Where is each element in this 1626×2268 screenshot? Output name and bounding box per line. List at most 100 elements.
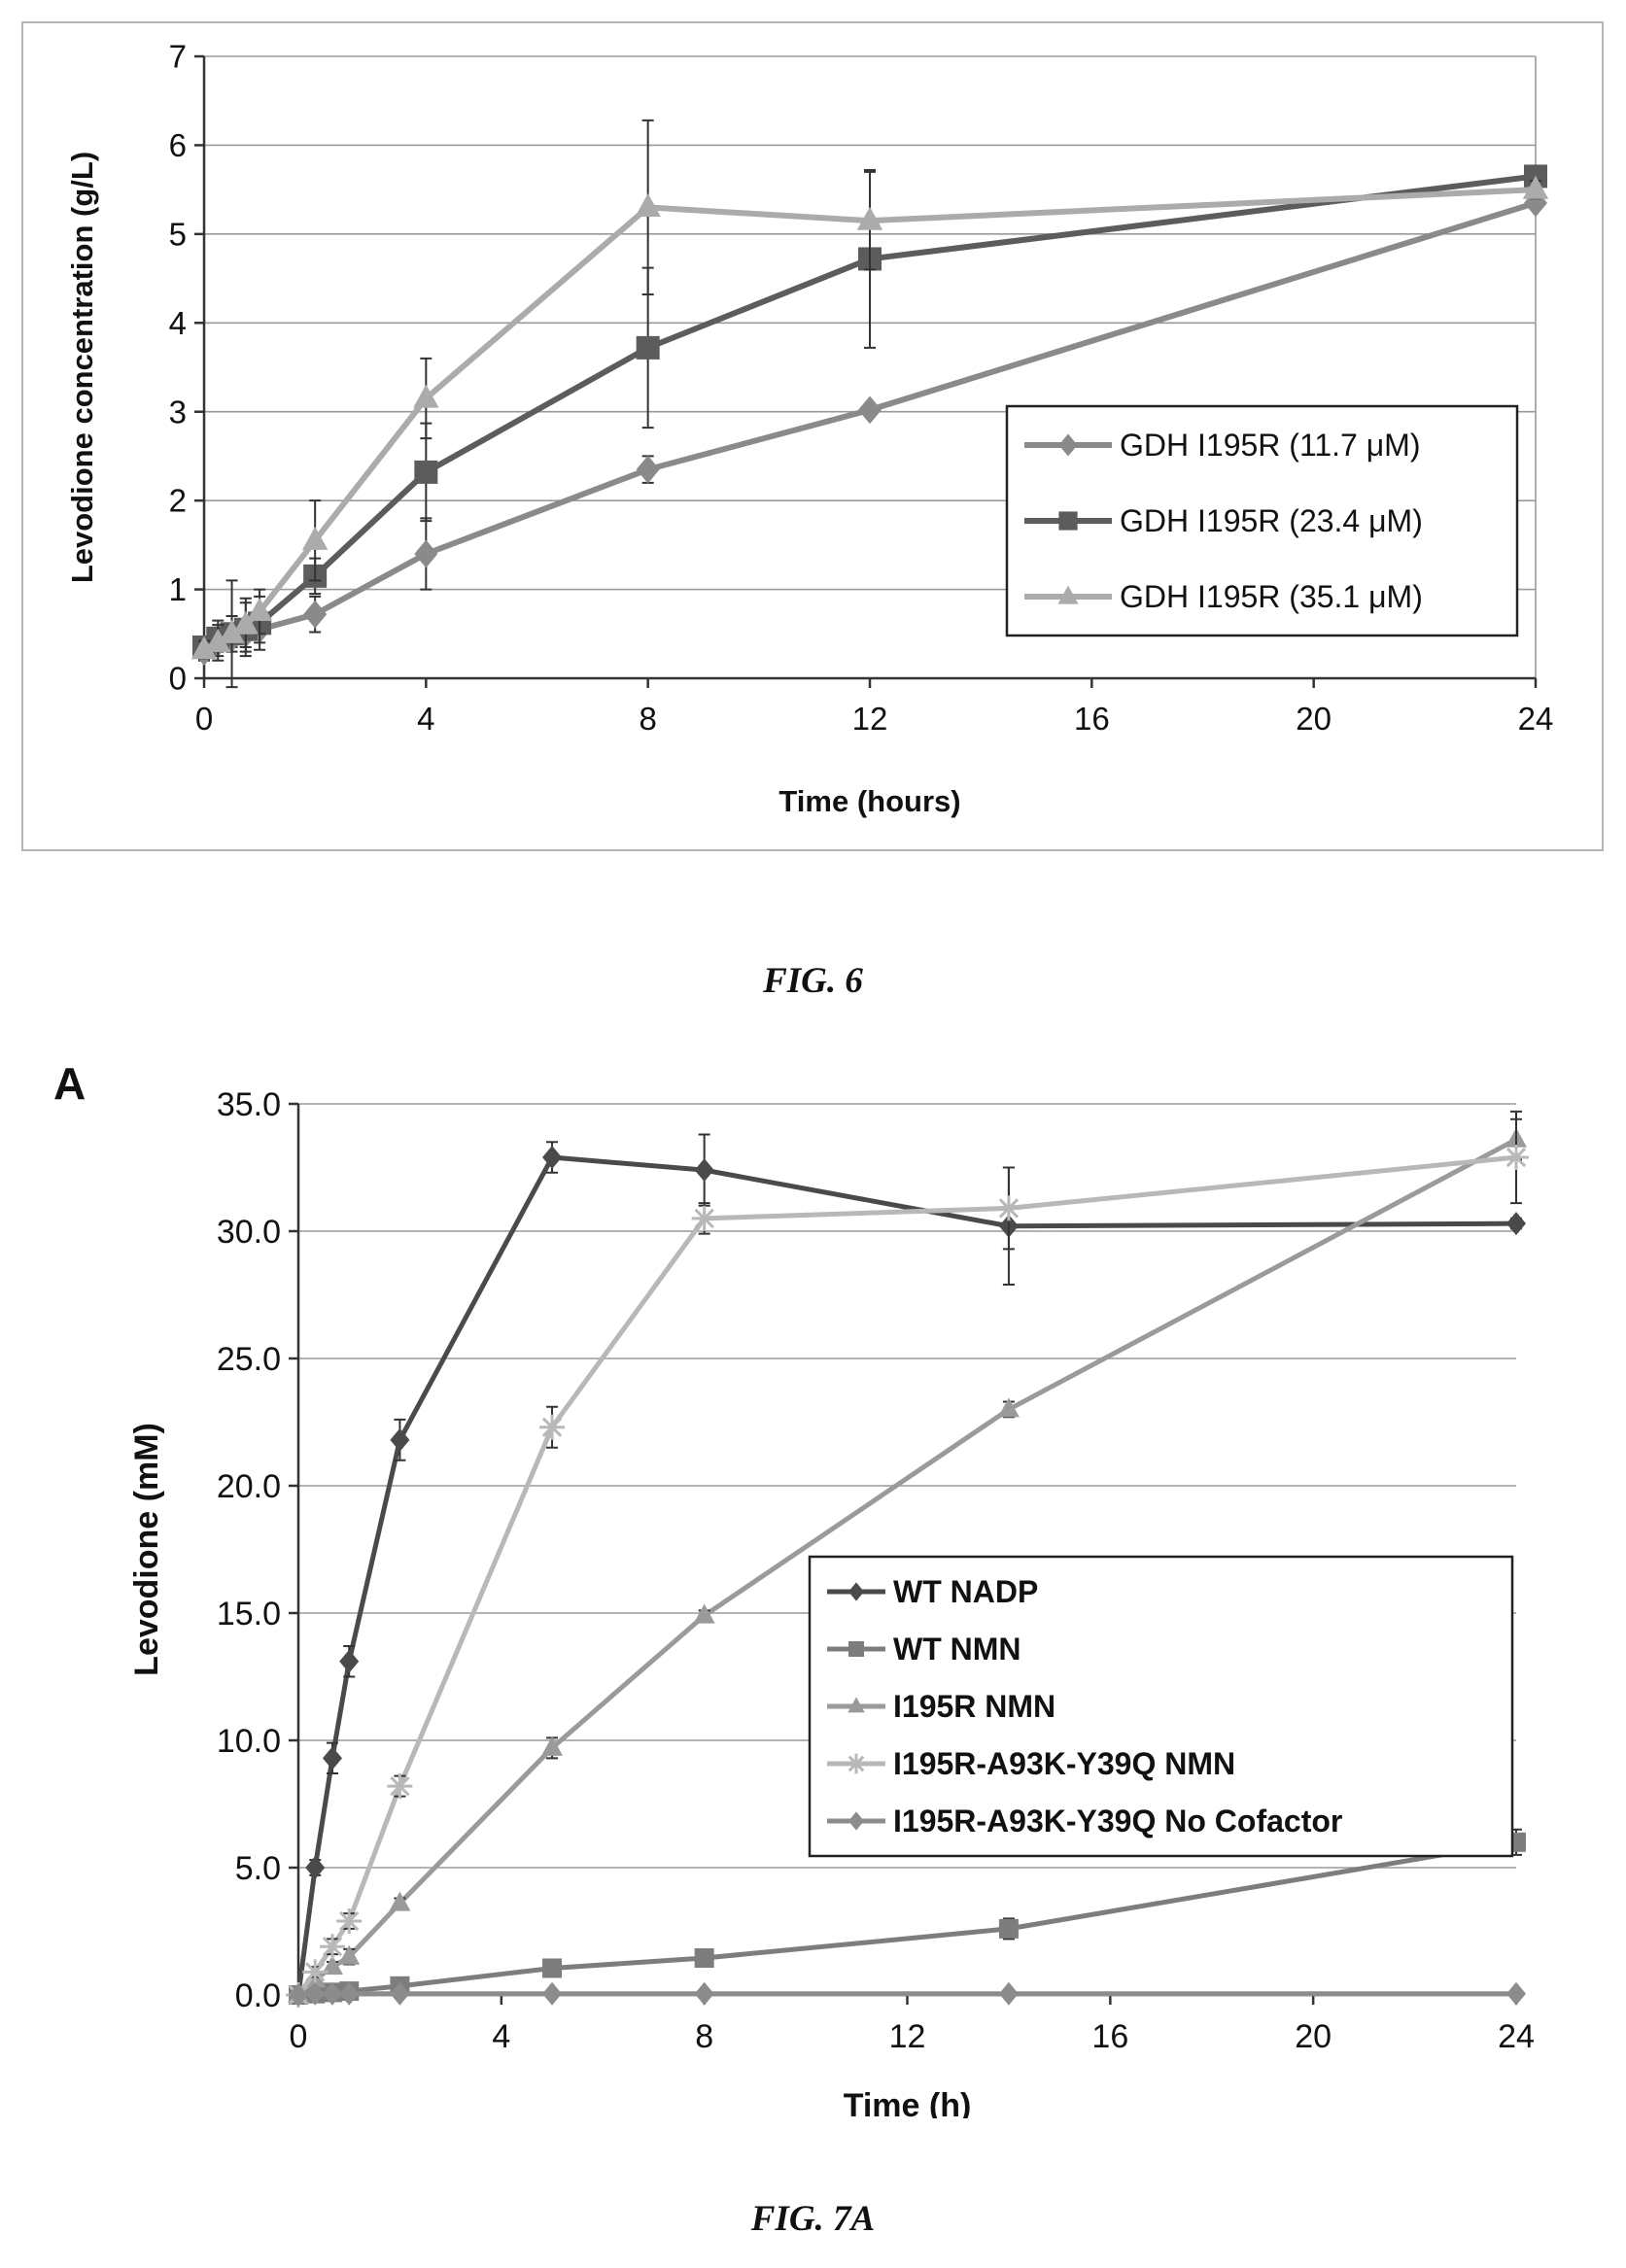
- fig7a-legend-label-0: WT NADP: [893, 1574, 1038, 1609]
- fig7a-series-i195r-a93k-y39q-nmn: [286, 1110, 1529, 2008]
- fig7a-legend-marker-2: [848, 1697, 865, 1713]
- fig7a-series-i195r-a93k-y39q-nmn-point-5: [539, 1414, 566, 1440]
- fig6-y-tick-label-0: 0: [169, 661, 187, 697]
- fig6-series-gdh-i195r-35-1-m-point-5: [301, 526, 329, 550]
- fig7a-series-i195r-a93k-y39q-no-cofactor-point-0: [289, 1983, 308, 2007]
- fig6-x-tick-label-6: 24: [1518, 701, 1554, 737]
- fig6-series-gdh-i195r-35-1-m-point-8: [856, 206, 883, 230]
- fig7a-series-i195r-nmn-point-5: [541, 1735, 564, 1756]
- fig7a-chart: 0.0 5.0 10.0 15.0 20.0 25.0 30.0 35.0 0 4 8 12 16 20 2…: [128, 1086, 1535, 2118]
- fig6-chart-frame: [21, 21, 1604, 851]
- fig7a-x-tick-label-1: 4: [492, 2018, 510, 2055]
- fig6-series-gdh-i195r-11-7-m-point-9: [1524, 189, 1547, 218]
- fig7a-series-i195r-a93k-y39q-nmn-point-2: [319, 1934, 345, 1960]
- fig7a-legend-marker-3: [846, 1753, 867, 1774]
- fig7a-series-i195r-a93k-y39q-nmn-point-1: [302, 1959, 329, 1985]
- fig6-series-gdh-i195r-35-1-m-point-3: [232, 610, 259, 635]
- fig7a-y-tick-label-0: 0.0: [235, 1977, 281, 2014]
- fig7a-series-i195r-a93k-y39q-no-cofactor-point-2: [322, 1981, 342, 2006]
- fig6-x-axis-title: Time (hours): [778, 784, 960, 818]
- fig7a-series-i195r-nmn-point-2: [321, 1955, 343, 1976]
- fig6-x-tick-label-5: 20: [1296, 701, 1332, 737]
- fig7a-legend-label-4: I195R-A93K-Y39Q No Cofactor: [893, 1804, 1342, 1838]
- fig7a-series-wt-nadp-point-3: [339, 1649, 360, 1673]
- fig7a-series-i195r-a93k-y39q-nmn-point-8: [1504, 1145, 1529, 1171]
- fig6-y-tick-label-4: 4: [169, 305, 187, 341]
- fig6-series-gdh-i195r-35-1-m-point-2: [219, 619, 245, 643]
- fig7a-x-tick-label-6: 24: [1498, 2018, 1535, 2055]
- fig6-legend: GDH I195R (11.7 μM) GDH I195R (23.4 μM) GD…: [1005, 404, 1519, 637]
- fig7a-x-tick-label-2: 8: [695, 2018, 713, 2055]
- fig7a-series-wt-nadp-point-2: [322, 1746, 342, 1770]
- fig6-legend-marker-0: [1058, 433, 1078, 457]
- fig7a-x-tick-label-0: 0: [290, 2018, 308, 2055]
- fig7a-series-wt-nadp-point-1: [305, 1856, 326, 1879]
- fig7a-legend-box: [808, 1555, 1514, 1858]
- fig6-y-axis-title: Levodione concentration (g/L): [65, 152, 99, 583]
- fig7a-series-wt-nmn-point-6: [694, 1948, 714, 1969]
- fig7a-y-tick-label-3: 15.0: [217, 1596, 281, 1632]
- fig7a-series-i195r-a93k-y39q-no-cofactor-point-6: [694, 1981, 714, 2006]
- fig6-series-gdh-i195r-35-1-m-point-7: [635, 193, 661, 218]
- fig6-x-tick-label-2: 8: [639, 701, 656, 737]
- fig7a-series-i195r-nmn-point-6: [693, 1603, 715, 1624]
- fig7a-legend-marker-1: [848, 1641, 864, 1657]
- fig6-series-gdh-i195r-35-1-m-point-4: [246, 598, 273, 622]
- fig6-y-tick-label-5: 5: [169, 216, 187, 252]
- fig7a-y-tick-label-7: 35.0: [217, 1086, 281, 1123]
- fig6-series-gdh-i195r-11-7-m-point-7: [636, 455, 660, 484]
- fig6-y-tick-label-3: 3: [169, 394, 187, 430]
- fig6-series-gdh-i195r-35-1-m-point-1: [205, 629, 231, 653]
- fig7a-x-tick-label-3: 12: [889, 2018, 926, 2055]
- fig7a-series-i195r-a93k-y39q-no-cofactor-point-7: [998, 1981, 1019, 2006]
- fig7a-panel-letter: A: [53, 1058, 86, 1109]
- fig7a-x-tick-label-5: 20: [1295, 2018, 1332, 2055]
- fig7a-series-i195r-a93k-y39q-no-cofactor-line: [297, 1991, 1516, 1998]
- fig7a-legend-label-3: I195R-A93K-Y39Q NMN: [893, 1746, 1235, 1781]
- fig7a-series-wt-nadp-point-4: [390, 1427, 410, 1452]
- fig6-series-gdh-i195r-35-1-m-point-6: [413, 384, 439, 408]
- fig6-legend-label-1: GDH I195R (23.4 μM): [1120, 503, 1423, 538]
- fig7a-series-i195r-a93k-y39q-nmn-point-6: [691, 1205, 717, 1231]
- fig6-x-tick-label-3: 12: [852, 701, 888, 737]
- fig6-x-tick-label-1: 4: [417, 701, 434, 737]
- fig7a-series-wt-nmn-point-5: [542, 1958, 563, 1978]
- fig7a-series-wt-nmn-point-7: [998, 1918, 1019, 1939]
- fig7a-legend-label-2: I195R NMN: [893, 1689, 1055, 1724]
- fig7a-series-i195r-a93k-y39q-no-cofactor-point-1: [305, 1981, 326, 2006]
- fig7a-series-wt-nadp: [289, 1133, 1526, 2007]
- fig6-series-gdh-i195r-11-7-m-point-6: [414, 539, 438, 568]
- fig6-legend-marker-1: [1058, 511, 1078, 531]
- fig6-y-tick-label-7: 7: [169, 39, 187, 75]
- fig7a-series-i195r-a93k-y39q-no-cofactor-point-8: [1506, 1981, 1526, 2006]
- fig6-series-gdh-i195r-35-1-m-point-9: [1522, 175, 1549, 199]
- fig6-series-gdh-i195r-11-7-m-point-5: [303, 600, 328, 629]
- fig6-series-gdh-i195r-35-1-m: [190, 119, 1549, 662]
- fig7a-series-i195r-nmn-point-4: [389, 1891, 411, 1911]
- fig7a-legend-label-1: WT NMN: [893, 1632, 1021, 1667]
- fig7a-series-i195r-a93k-y39q-nmn-point-7: [995, 1195, 1021, 1221]
- fig7a-y-tick-label-2: 10.0: [217, 1723, 281, 1760]
- fig6-x-tick-label-0: 0: [195, 701, 213, 737]
- fig7a-series-i195r-nmn-point-7: [997, 1397, 1020, 1418]
- fig7a-series-wt-nadp-point-8: [1506, 1212, 1526, 1236]
- fig7a-x-tick-label-4: 16: [1091, 2018, 1128, 2055]
- fig6-legend-label-0: GDH I195R (11.7 μM): [1120, 428, 1420, 463]
- fig6-series-gdh-i195r-35-1-m-point-0: [190, 636, 218, 660]
- fig7a-y-tick-label-5: 25.0: [217, 1341, 281, 1378]
- fig6-legend-label-2: GDH I195R (35.1 μM): [1120, 579, 1423, 614]
- fig7a-y-tick-label-1: 5.0: [235, 1850, 281, 1887]
- fig7a-series-i195r-nmn: [288, 1117, 1527, 2003]
- fig6-series-gdh-i195r-23-4-m-point-6: [414, 460, 438, 484]
- fig7a-series-i195r-a93k-y39q-nmn-point-3: [336, 1908, 363, 1935]
- fig7a-series-i195r-a93k-y39q-no-cofactor-point-4: [390, 1981, 410, 2006]
- fig7a-series-i195r-a93k-y39q-nmn-point-4: [387, 1773, 413, 1800]
- fig7a-series-wt-nadp-point-5: [542, 1146, 563, 1170]
- fig7a-caption: FIG. 7A: [750, 2199, 876, 2239]
- fig6-x-tick-label-4: 16: [1074, 701, 1110, 737]
- fig7a-series-wt-nmn-line: [297, 1839, 1517, 1998]
- fig7a-y-axis-title: Levodione (mM): [128, 1423, 165, 1676]
- fig7a-y-tick-label-4: 20.0: [217, 1468, 281, 1505]
- fig6-caption: FIG. 6: [763, 961, 863, 1001]
